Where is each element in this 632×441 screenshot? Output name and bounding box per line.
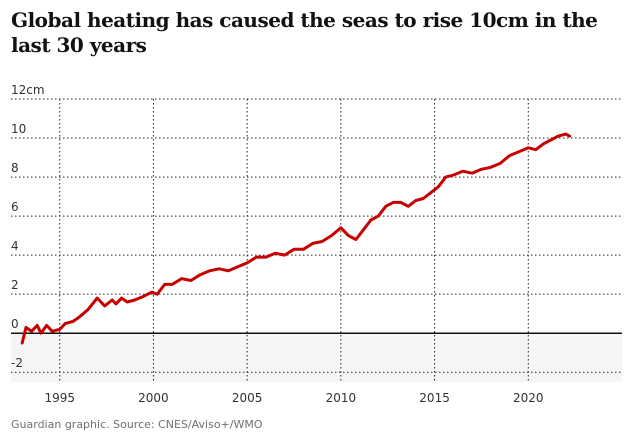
y-tick-label: 8 <box>11 161 19 175</box>
x-axis-ticks: 1995 2000 2005 2010 2015 2020 <box>44 391 543 405</box>
x-tick-label: 2015 <box>419 391 450 405</box>
y-tick-label: 12cm <box>11 83 45 97</box>
y-tick-label: 2 <box>11 278 19 292</box>
y-tick-label: 10 <box>11 122 26 136</box>
source-note: Guardian graphic. Source: CNES/Aviso+/WM… <box>11 418 263 431</box>
x-tick-label: 2020 <box>513 391 544 405</box>
y-tick-label: 0 <box>11 317 19 331</box>
gridlines <box>11 98 622 382</box>
x-tick-label: 2005 <box>232 391 263 405</box>
sea-level-series-line <box>20 132 571 345</box>
y-tick-label: -2 <box>11 356 23 370</box>
x-tick-label: 1995 <box>44 391 75 405</box>
y-tick-label: 4 <box>11 239 19 253</box>
chart-title: Global heating has caused the seas to ri… <box>11 8 598 57</box>
y-tick-label: 6 <box>11 200 19 214</box>
negative-region-band <box>11 333 622 382</box>
x-tick-label: 2010 <box>326 391 357 405</box>
x-tick-label: 2000 <box>138 391 169 405</box>
y-axis-ticks: 12cm 10 8 6 4 2 0 -2 <box>11 83 45 370</box>
